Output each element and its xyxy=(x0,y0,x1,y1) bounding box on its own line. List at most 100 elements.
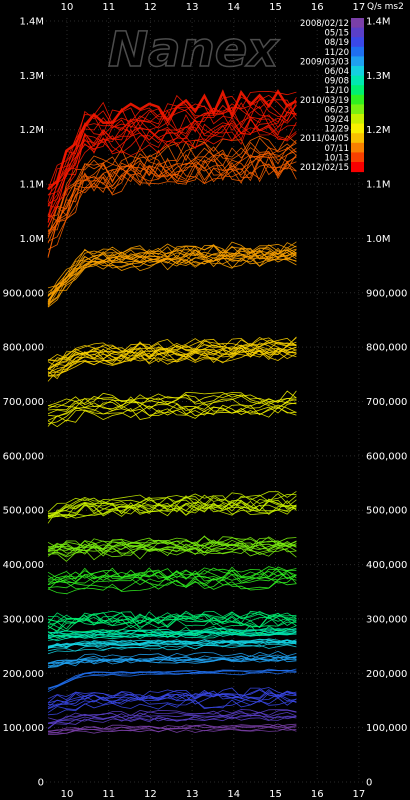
series-line xyxy=(47,342,297,374)
legend-label: 06/04 xyxy=(325,67,350,77)
x-tick-label-top: 10 xyxy=(61,2,74,13)
series-line xyxy=(47,89,297,191)
series-lines xyxy=(47,89,297,735)
y-tick-label-right: 100,000 xyxy=(366,723,407,734)
x-tick-label-bottom: 17 xyxy=(353,789,366,800)
y-tick-label-right: 700,000 xyxy=(366,397,407,408)
series-line xyxy=(47,249,297,308)
y-axis-right: 0 100,000 200,000 300,000 400,000 500,000 600,… xyxy=(366,17,407,789)
series-line xyxy=(47,241,297,289)
series-line xyxy=(47,135,297,222)
legend-swatch xyxy=(351,85,364,96)
series-line xyxy=(47,103,297,217)
watermark: Nanex xyxy=(108,22,280,78)
legend-label: 06/23 xyxy=(325,105,350,115)
legend-label: 2011/04/05 xyxy=(300,134,349,144)
series-band xyxy=(47,241,297,308)
series-line xyxy=(47,615,297,632)
series-line xyxy=(47,687,297,700)
series-band xyxy=(47,723,297,735)
y-tick-label-right: 1.2M xyxy=(366,125,391,136)
series-line xyxy=(47,655,297,665)
y-tick-label-left: 1.1M xyxy=(19,180,44,191)
x-tick-label-top: 17 xyxy=(353,2,366,13)
y-tick-label-right: 1.0M xyxy=(366,234,391,245)
series-line xyxy=(47,118,297,227)
series-band xyxy=(47,336,297,382)
series-line xyxy=(47,544,297,557)
y-tick-label-left: 100,000 xyxy=(3,723,44,734)
series-line xyxy=(47,500,297,519)
legend-swatch xyxy=(351,75,364,86)
series-band xyxy=(47,535,297,562)
legend-swatch xyxy=(351,46,364,57)
y-tick-label-right: 400,000 xyxy=(366,560,407,571)
legend-swatch xyxy=(351,133,364,144)
series-line xyxy=(47,574,297,590)
y-tick-label-right: 200,000 xyxy=(366,669,407,680)
series-line xyxy=(47,139,297,217)
legend-label: 2010/03/19 xyxy=(300,96,349,106)
legend-swatch xyxy=(351,152,364,163)
series-line xyxy=(47,406,297,428)
series-band xyxy=(47,390,297,428)
legend-swatch xyxy=(351,162,364,173)
series-line xyxy=(47,540,297,552)
y-tick-label-left: 1.4M xyxy=(19,17,44,28)
series-line xyxy=(47,578,297,595)
series-line xyxy=(47,547,297,562)
series-band xyxy=(47,687,297,716)
y-tick-label-left: 600,000 xyxy=(3,451,44,462)
series-line xyxy=(47,493,297,514)
series-line xyxy=(47,725,297,733)
series-line xyxy=(47,135,297,235)
series-line xyxy=(47,402,297,421)
series-line xyxy=(47,714,297,725)
x-tick-label-top: 16 xyxy=(311,2,324,13)
legend-swatch xyxy=(351,18,364,29)
series-line xyxy=(47,348,297,377)
series-line xyxy=(47,671,297,693)
series-line xyxy=(47,349,297,380)
series-line xyxy=(47,640,297,648)
series-line xyxy=(47,96,297,186)
series-line xyxy=(47,337,297,368)
series-line xyxy=(47,723,297,732)
x-tick-label-bottom: 15 xyxy=(269,789,282,800)
series-line xyxy=(47,393,297,409)
series-band xyxy=(47,566,297,595)
legend-label: 12/29 xyxy=(325,125,350,135)
legend-swatch xyxy=(351,94,364,105)
legend-label: 2012/02/15 xyxy=(300,163,349,173)
x-axis-top: 10 11 12 13 14 15 16 17 xyxy=(61,2,366,13)
series-line xyxy=(47,495,297,518)
series-band xyxy=(47,89,297,227)
x-tick-label-bottom: 13 xyxy=(186,789,199,800)
series-line xyxy=(47,711,297,724)
x-tick-label-bottom: 12 xyxy=(144,789,157,800)
legend-label: 2008/02/12 xyxy=(300,19,349,29)
y-tick-label-left: 300,000 xyxy=(3,614,44,625)
series-line xyxy=(47,159,297,237)
x-axis-bottom: 10 11 12 13 14 15 16 17 xyxy=(61,789,366,800)
y-tick-label-left: 1.2M xyxy=(19,125,44,136)
series-line xyxy=(47,612,297,626)
series-line xyxy=(47,125,297,223)
legend-label: 12/10 xyxy=(325,86,350,96)
x-tick-label-bottom: 10 xyxy=(61,789,74,800)
series-line xyxy=(47,337,297,370)
series-line xyxy=(47,642,297,652)
y-tick-label-left: 0 xyxy=(38,778,44,789)
legend-label: 10/13 xyxy=(325,153,350,163)
x-tick-label-top: 13 xyxy=(186,2,199,13)
y-tick-label-right: 900,000 xyxy=(366,288,407,299)
legend-label: 09/24 xyxy=(325,115,350,125)
series-line xyxy=(47,111,297,204)
series-line xyxy=(47,657,297,668)
series-line xyxy=(47,349,297,382)
series-line xyxy=(47,102,297,206)
series-line xyxy=(47,104,297,196)
y-tick-label-left: 1.0M xyxy=(19,234,44,245)
y-tick-label-left: 1.3M xyxy=(19,71,44,82)
series-line xyxy=(47,727,297,734)
